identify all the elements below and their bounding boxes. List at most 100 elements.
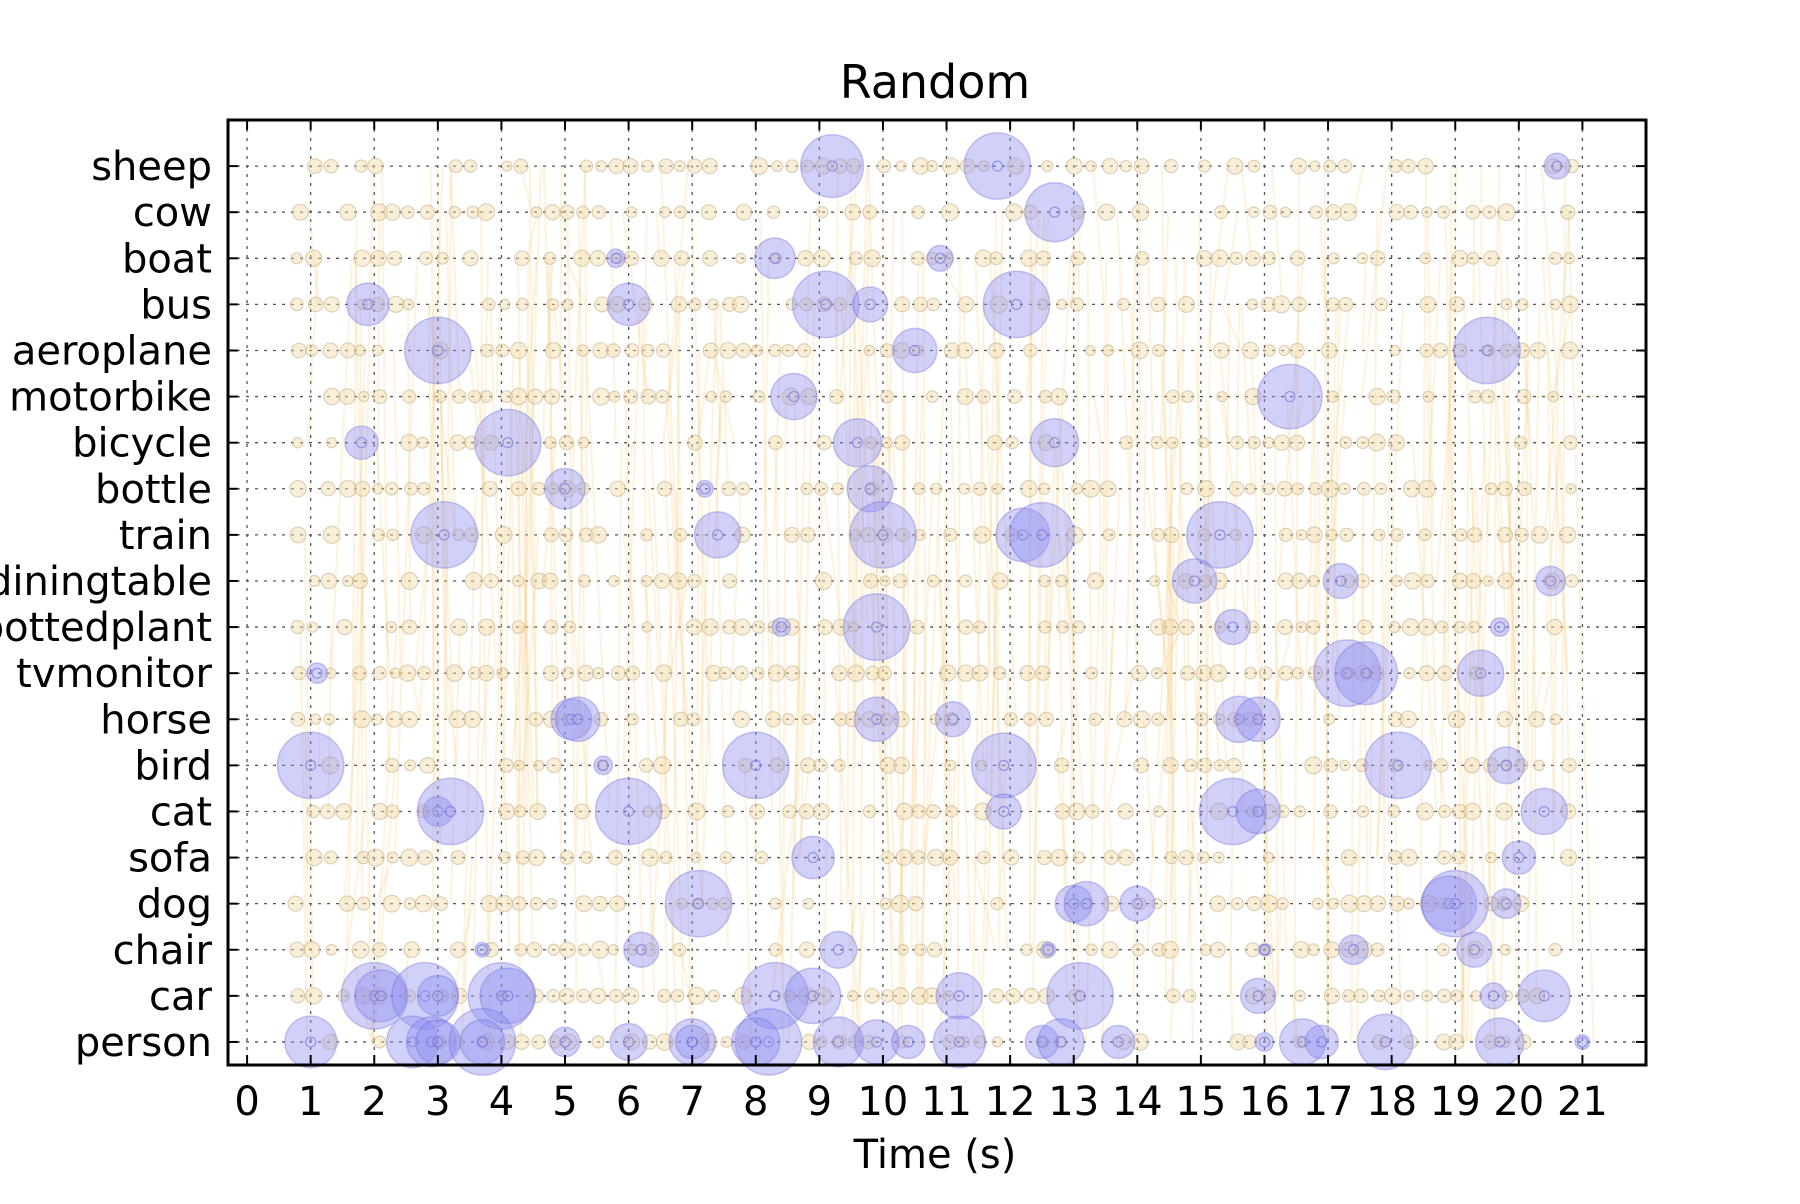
small-dot — [497, 668, 508, 679]
small-dot — [496, 895, 512, 911]
small-dot — [1290, 435, 1305, 450]
small-dot — [353, 573, 368, 588]
small-dot — [1217, 392, 1227, 402]
small-dot — [1165, 159, 1178, 172]
bubble-point — [1064, 882, 1108, 926]
small-dot — [767, 206, 779, 218]
small-dot — [1231, 436, 1244, 449]
small-dot — [355, 160, 367, 172]
small-dot — [1264, 345, 1275, 356]
small-dot — [1326, 529, 1337, 540]
y-tick-label: horse — [100, 697, 212, 743]
small-dot — [1165, 851, 1177, 863]
small-dot — [418, 850, 432, 864]
small-dot — [626, 666, 640, 680]
small-dot — [1199, 160, 1211, 172]
small-dot — [1391, 529, 1404, 542]
bubble-point — [676, 1025, 709, 1058]
bubble-point — [820, 931, 857, 968]
small-dot — [464, 711, 481, 728]
small-dot — [1385, 988, 1401, 1004]
small-dot — [946, 806, 957, 817]
small-dot — [607, 344, 621, 358]
small-dot — [404, 898, 416, 910]
small-dot — [402, 711, 418, 727]
small-dot — [304, 942, 320, 958]
y-tick-label: sheep — [91, 144, 212, 190]
small-dot — [1514, 436, 1527, 449]
small-dot — [564, 621, 576, 633]
small-dot — [1292, 483, 1304, 495]
bubble-point — [607, 283, 649, 325]
small-dot — [1438, 805, 1450, 817]
small-dot — [1466, 574, 1481, 589]
small-dot — [1227, 158, 1243, 174]
y-tick-label: tvmonitor — [16, 651, 212, 697]
small-dot — [1339, 297, 1353, 311]
small-dot — [290, 942, 305, 957]
bubble-point — [595, 778, 661, 844]
small-dot — [1087, 573, 1103, 589]
bubble-point — [1323, 563, 1358, 598]
small-dot — [386, 622, 397, 633]
small-dot — [1562, 758, 1576, 772]
bubble-point — [307, 663, 327, 683]
small-dot — [1057, 621, 1069, 633]
small-dot — [1089, 713, 1101, 725]
bubble-point — [755, 238, 796, 279]
bubble-point — [843, 594, 909, 660]
small-dot — [581, 852, 593, 864]
trace-line — [1261, 443, 1262, 535]
small-dot — [1021, 481, 1037, 497]
small-dot — [1231, 898, 1243, 910]
small-dot — [1134, 159, 1149, 174]
small-dot — [1292, 668, 1303, 679]
small-dot — [1245, 484, 1255, 494]
small-dot — [292, 437, 302, 447]
small-dot — [1436, 621, 1448, 633]
small-dot — [1037, 850, 1051, 864]
bubble-point — [801, 135, 864, 198]
x-tick-label: 2 — [362, 1079, 387, 1125]
small-dot — [1562, 342, 1578, 358]
x-tick-label: 0 — [234, 1079, 259, 1125]
small-dot — [927, 575, 939, 587]
small-dot — [1449, 1034, 1464, 1049]
bubble-point — [834, 419, 882, 467]
y-tick-label: chair — [113, 928, 213, 974]
small-dot — [1086, 667, 1098, 679]
small-dot — [909, 897, 923, 911]
bubble-point — [793, 271, 859, 337]
small-dot — [560, 205, 574, 219]
small-dot — [449, 160, 462, 173]
small-dot — [1419, 619, 1435, 635]
small-dot — [529, 850, 545, 866]
small-dot — [324, 851, 337, 864]
small-dot — [306, 988, 322, 1004]
small-dot — [403, 390, 416, 403]
small-dot — [1404, 668, 1415, 679]
small-dot — [593, 668, 604, 679]
y-tick-label: dog — [137, 882, 212, 928]
small-dot — [405, 760, 416, 771]
small-dot — [1242, 342, 1258, 358]
small-dot — [1294, 806, 1305, 817]
small-dot — [1039, 390, 1051, 402]
bubble-point — [983, 271, 1049, 337]
small-dot — [1295, 990, 1306, 1001]
small-dot — [927, 161, 938, 172]
small-dot — [496, 344, 509, 357]
small-dot — [1227, 758, 1241, 772]
small-dot — [1312, 898, 1323, 909]
small-dot — [1296, 530, 1306, 540]
small-dot — [783, 714, 794, 725]
small-dot — [481, 896, 497, 912]
small-dot — [958, 297, 973, 312]
small-dot — [1468, 621, 1479, 632]
small-dot — [1132, 204, 1148, 220]
small-dot — [544, 252, 556, 264]
small-dot — [1103, 345, 1114, 356]
small-dot — [1245, 667, 1257, 679]
small-dot — [1262, 252, 1275, 265]
small-dot — [590, 251, 605, 266]
